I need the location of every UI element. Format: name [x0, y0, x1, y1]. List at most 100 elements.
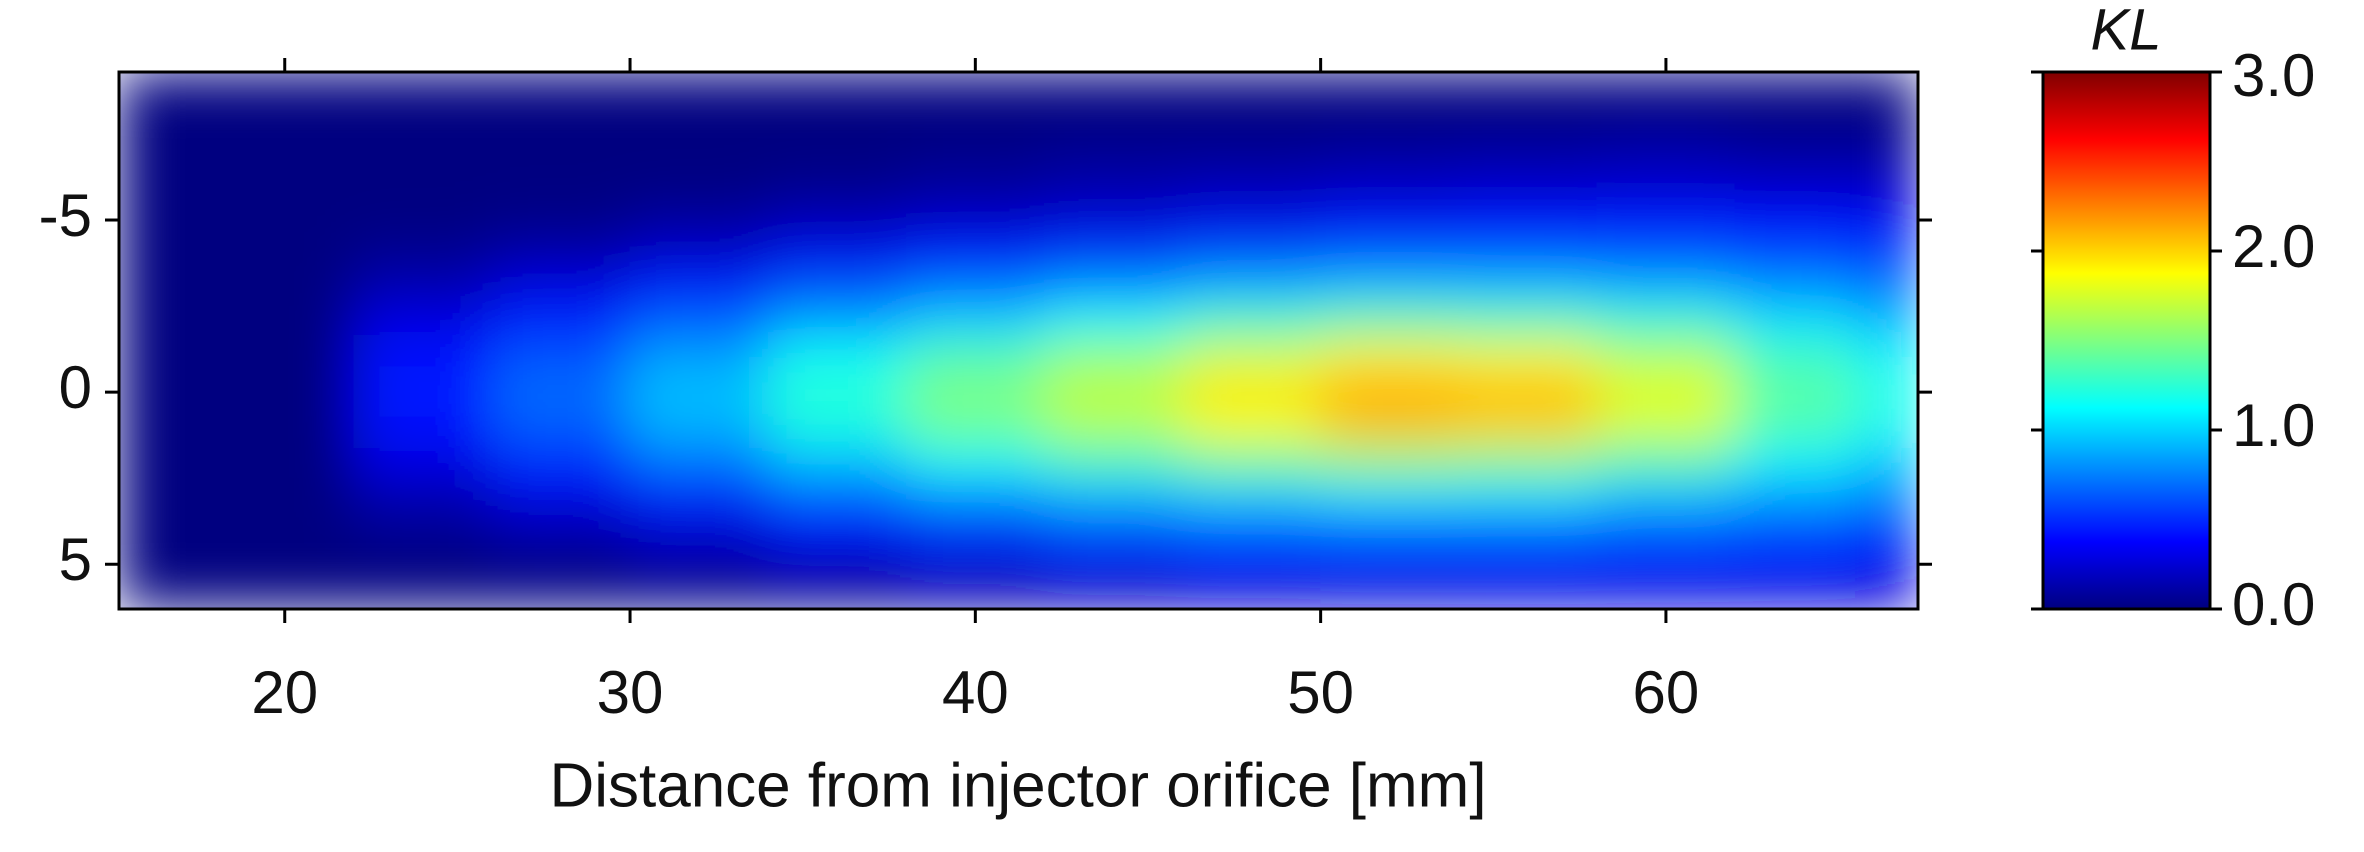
heat-cell	[1182, 477, 1322, 514]
heat-cell	[905, 167, 1045, 204]
heat-cell	[767, 580, 907, 609]
heat-cell	[1734, 443, 1857, 479]
heat-cell	[629, 202, 769, 238]
heat-cell	[767, 167, 907, 204]
heat-cell	[1855, 374, 1918, 410]
heat-cell	[1043, 305, 1184, 341]
heat-cell	[215, 133, 355, 169]
heat-cell	[1734, 133, 1857, 169]
heat-cell	[629, 72, 769, 101]
heat-cell	[767, 374, 907, 410]
heat-cell	[1320, 271, 1460, 307]
heat-cell	[491, 374, 631, 410]
heat-cell	[1734, 408, 1857, 445]
heat-cell	[1734, 236, 1857, 273]
heat-cell	[353, 236, 493, 273]
heat-cell	[1182, 408, 1322, 445]
heat-cell	[1458, 99, 1598, 135]
heat-cell	[767, 305, 907, 341]
heat-cell	[119, 512, 217, 548]
heat-cell	[215, 443, 355, 479]
heat-cell	[629, 133, 769, 169]
heat-cell	[629, 580, 769, 609]
heat-cell	[905, 477, 1045, 514]
heat-cell	[1320, 512, 1460, 548]
heat-cell	[1596, 443, 1736, 479]
heat-cell	[629, 236, 769, 273]
heat-cell	[1182, 546, 1322, 582]
heat-cell	[215, 167, 355, 204]
heat-cell	[215, 271, 355, 307]
heat-cell	[353, 408, 493, 445]
heat-cell	[1043, 72, 1184, 101]
heat-cell	[629, 408, 769, 445]
heat-cell	[1182, 202, 1322, 238]
heat-cell	[491, 512, 631, 548]
heat-cell	[119, 133, 217, 169]
heat-cell	[491, 477, 631, 514]
heat-cell	[1458, 72, 1598, 101]
heat-cell	[1596, 72, 1736, 101]
heat-cell	[905, 408, 1045, 445]
heat-cell	[905, 271, 1045, 307]
colorbar	[2041, 70, 2212, 611]
heat-cell	[1734, 340, 1857, 376]
x-axis-title: Distance from injector orifice [mm]	[549, 751, 1486, 820]
heat-cell	[119, 236, 217, 273]
plot-frame	[117, 70, 1920, 611]
heat-cell	[491, 202, 631, 238]
heat-cell	[905, 305, 1045, 341]
heat-cell	[491, 340, 631, 376]
heat-cell	[1043, 512, 1184, 548]
heat-cell	[767, 443, 907, 479]
heat-cell	[767, 133, 907, 169]
heat-cell	[215, 580, 355, 609]
heat-cell	[353, 512, 493, 548]
heat-cell	[1734, 477, 1857, 514]
heat-cell	[491, 167, 631, 204]
heat-cell	[1043, 374, 1184, 410]
heat-cell	[353, 443, 493, 479]
heat-cell	[1182, 340, 1322, 376]
heat-cell	[491, 580, 631, 609]
heat-cell	[629, 443, 769, 479]
heat-cell	[1855, 443, 1918, 479]
heat-cell	[629, 512, 769, 548]
x-tick-label: 50	[1287, 659, 1354, 726]
heat-cell	[1182, 167, 1322, 204]
heat-cell	[353, 72, 493, 101]
heat-cell	[1320, 477, 1460, 514]
heat-cell	[1734, 580, 1857, 609]
heat-cell	[1043, 477, 1184, 514]
heat-cell	[1458, 374, 1598, 410]
heat-cell	[1458, 408, 1598, 445]
heat-cell	[491, 99, 631, 135]
heat-cell	[1855, 340, 1918, 376]
heat-cell	[215, 546, 355, 582]
heat-cell	[491, 236, 631, 273]
heat-cell	[215, 340, 355, 376]
heat-cell	[1182, 512, 1322, 548]
heatmap-cells	[119, 72, 1918, 609]
heat-cell	[491, 408, 631, 445]
heat-cell	[215, 512, 355, 548]
heat-cell	[1320, 99, 1460, 135]
heat-cell	[1320, 340, 1460, 376]
heat-cell	[1596, 99, 1736, 135]
heat-cell	[767, 99, 907, 135]
heat-cell	[629, 271, 769, 307]
heat-cell	[905, 236, 1045, 273]
heat-cell	[1855, 99, 1918, 135]
heat-cell	[353, 167, 493, 204]
heat-cell	[905, 443, 1045, 479]
heat-cell	[1734, 374, 1857, 410]
heat-cell	[1182, 374, 1322, 410]
heat-cell	[1855, 271, 1918, 307]
heat-cell	[905, 72, 1045, 101]
heat-cell	[1734, 546, 1857, 582]
heat-cell	[767, 72, 907, 101]
heat-cell	[119, 72, 217, 101]
heat-cell	[905, 546, 1045, 582]
heat-cell	[767, 546, 907, 582]
heat-cell	[1320, 580, 1460, 609]
